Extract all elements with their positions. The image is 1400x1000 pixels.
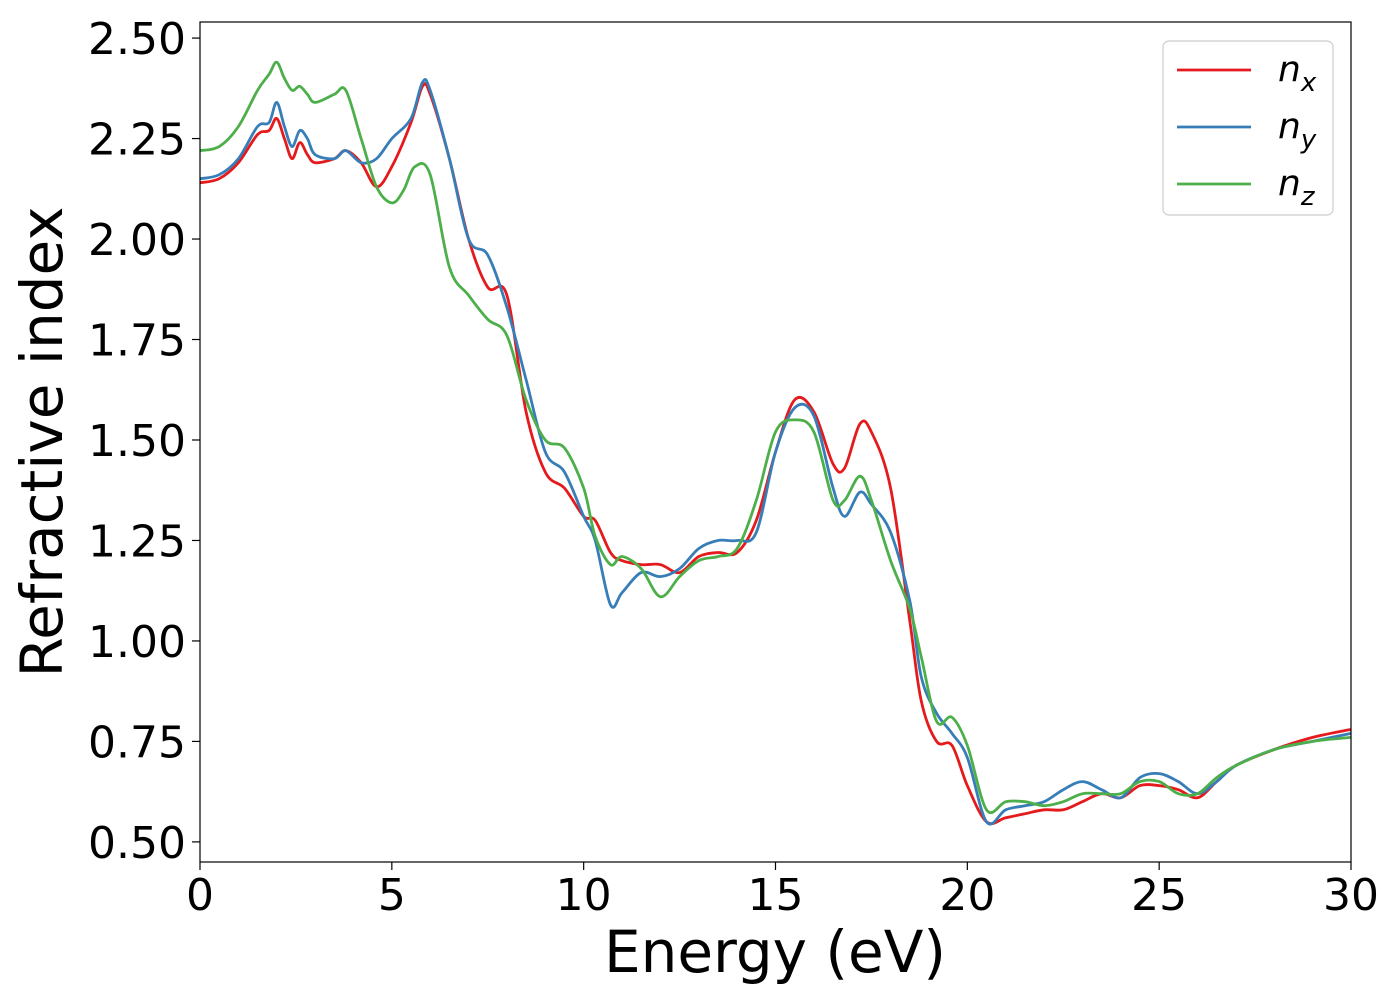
legend-label-subscript: z [1300, 182, 1316, 212]
y-tick-label: 2.25 [88, 115, 186, 166]
x-axis-label: Energy (eV) [604, 918, 946, 986]
x-tick-label: 10 [556, 870, 612, 921]
x-tick-label: 30 [1323, 870, 1379, 921]
legend-label-subscript: x [1300, 68, 1317, 98]
series-lines [199, 60, 1352, 826]
x-tick-label: 15 [748, 870, 804, 921]
y-axis-label: Refractive index [8, 206, 76, 677]
y-tick-label: 1.25 [88, 516, 186, 567]
series-line-y [199, 78, 1352, 826]
y-axis-ticks: 0.50 0.75 1.00 1.25 1.50 1.75 2.00 2.25 2.50 [88, 14, 200, 869]
y-tick-label: 2.50 [88, 14, 186, 65]
y-tick-label: 0.50 [88, 818, 186, 869]
y-tick-label: 0.75 [88, 717, 186, 768]
y-tick-label: 1.00 [88, 617, 186, 668]
x-tick-label: 25 [1131, 870, 1187, 921]
y-tick-label: 2.00 [88, 215, 186, 266]
x-tick-label: 0 [186, 870, 214, 921]
y-tick-label: 1.75 [88, 316, 186, 367]
x-axis-ticks: 0 5 10 15 20 25 30 [186, 862, 1379, 921]
series-line-z [199, 60, 1352, 815]
y-tick-label: 1.50 [88, 416, 186, 467]
x-tick-label: 20 [939, 870, 995, 921]
x-tick-label: 5 [378, 870, 406, 921]
legend-label-subscript: y [1300, 125, 1317, 155]
